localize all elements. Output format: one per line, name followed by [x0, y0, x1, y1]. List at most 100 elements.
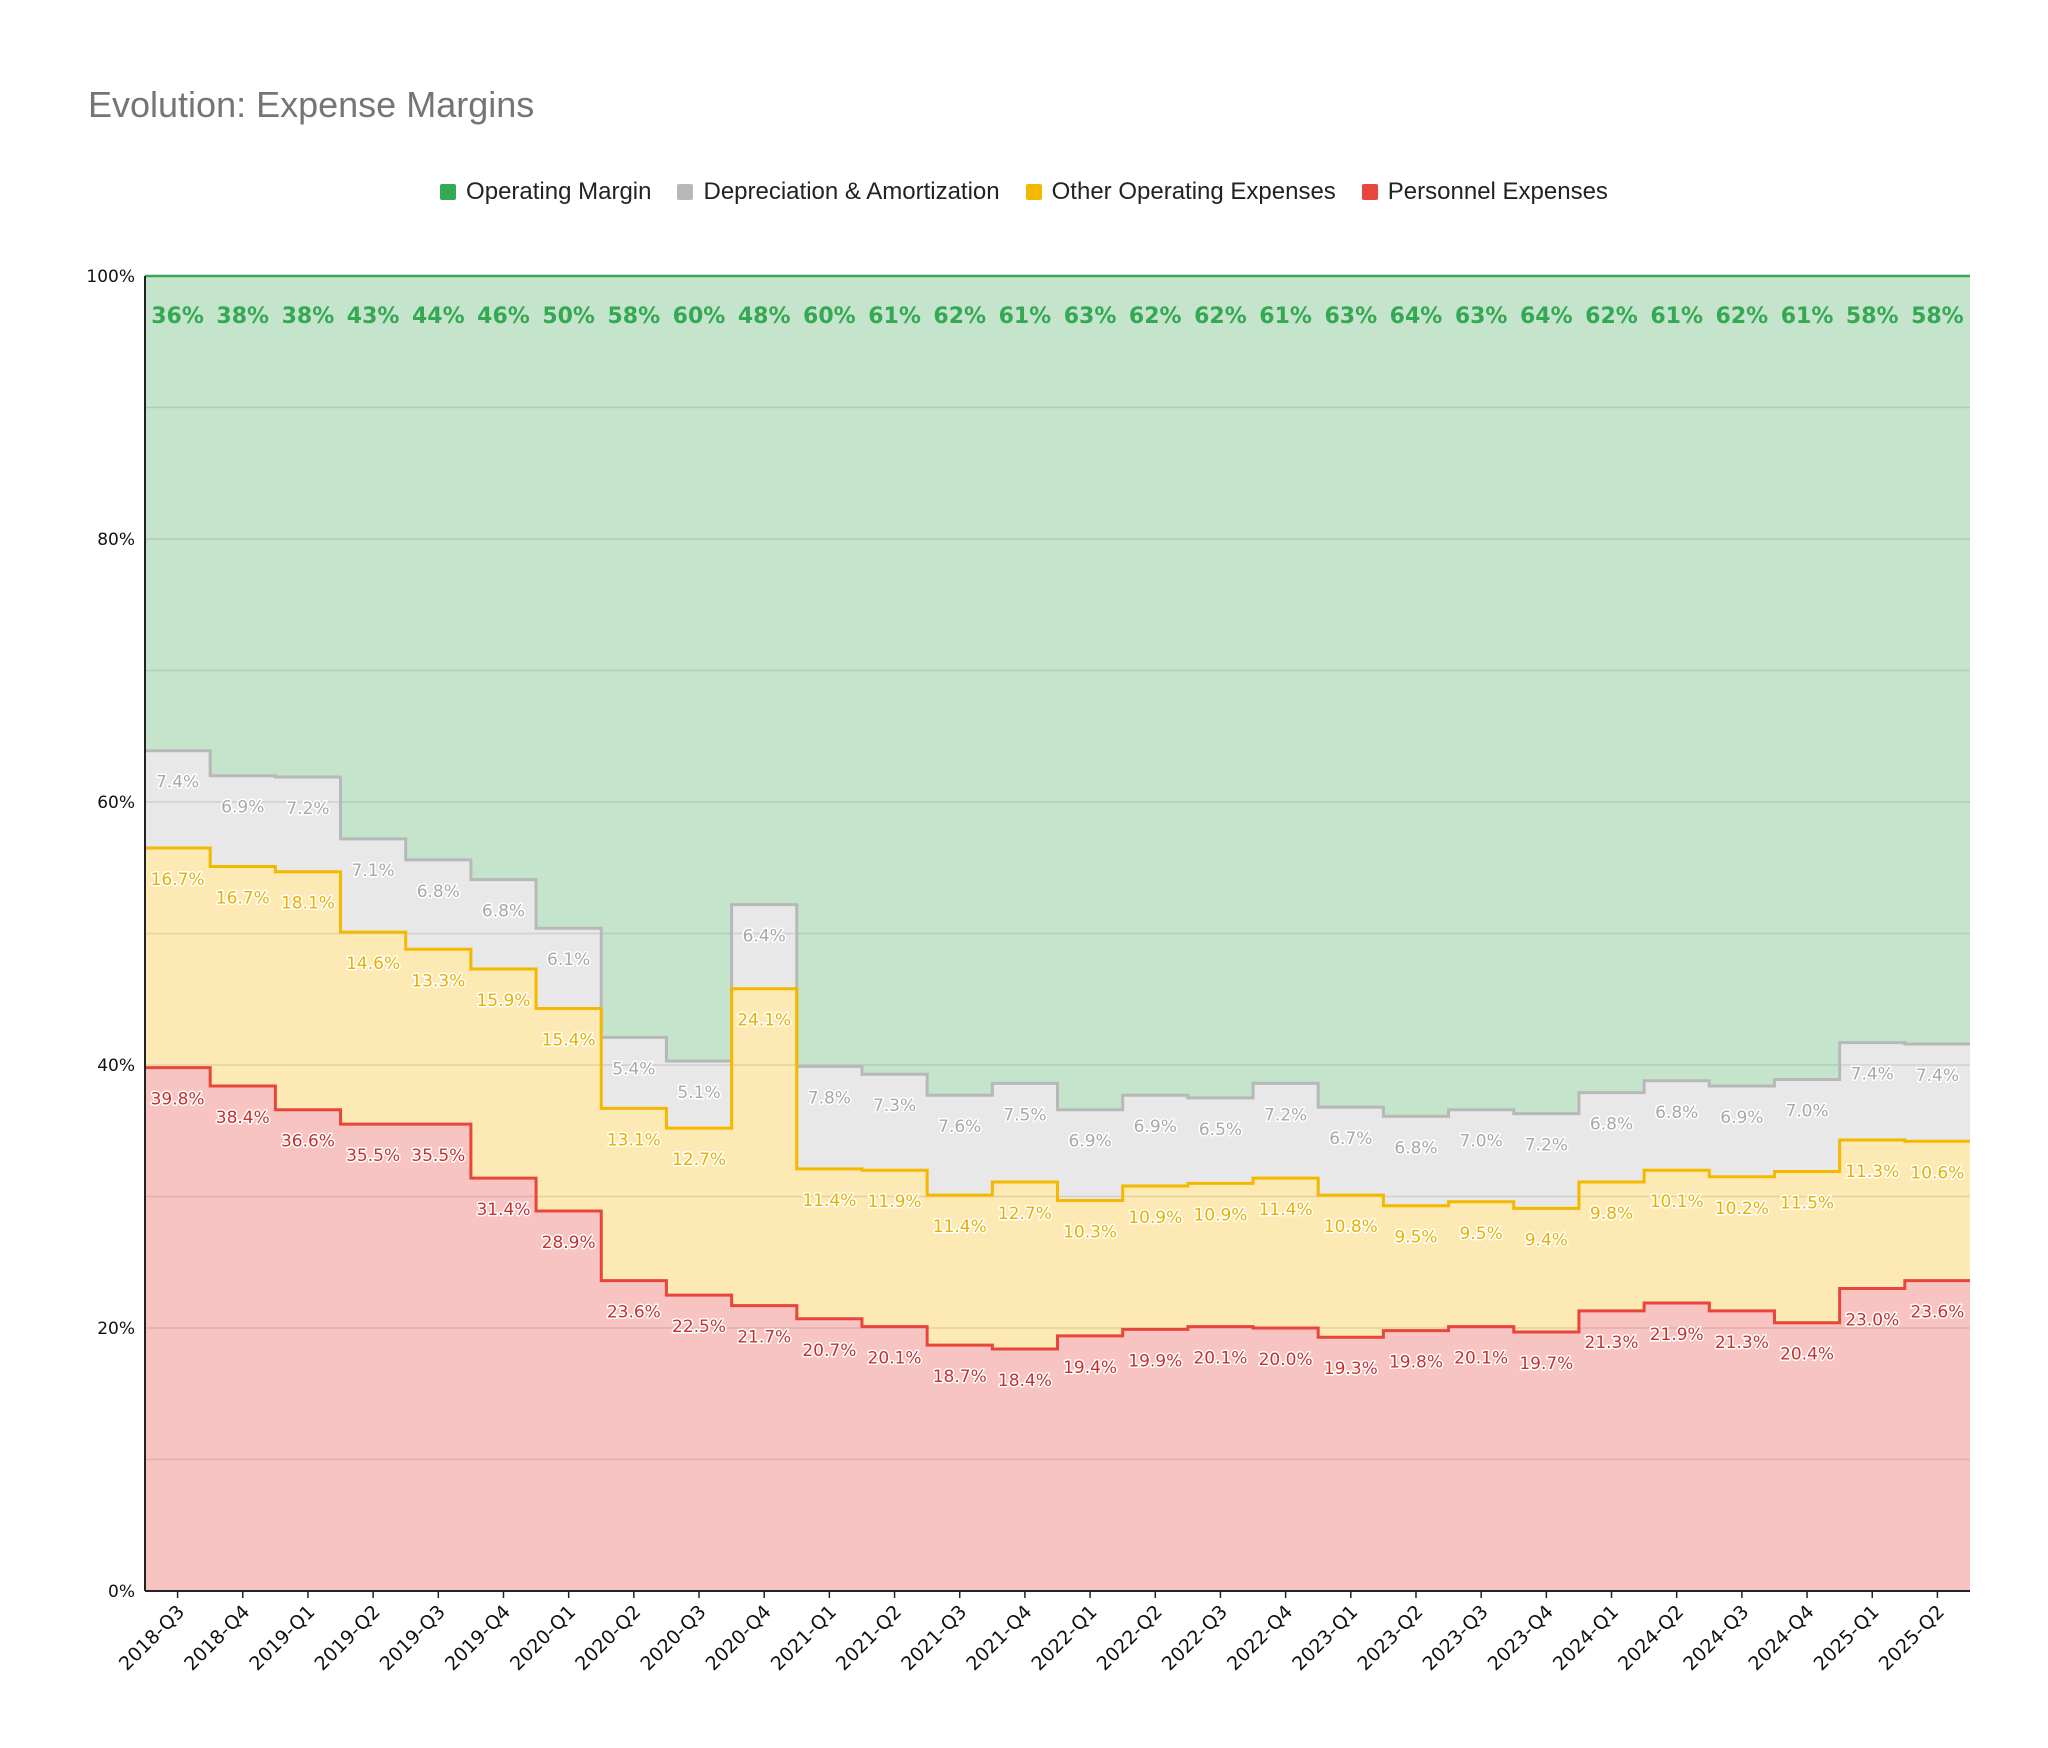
operating-margin-area	[145, 276, 1970, 1117]
other-opex-data-label: 10.1%	[1650, 1192, 1704, 1212]
x-tick-label: 2021-Q4	[962, 1601, 1036, 1675]
x-tick-label: 2022-Q2	[1093, 1601, 1167, 1675]
personnel-data-label: 22.5%	[672, 1317, 726, 1337]
personnel-line	[145, 1066, 1970, 1351]
personnel-data-label: 20.4%	[1780, 1345, 1834, 1365]
y-tick-label: 40%	[97, 1056, 135, 1076]
x-tick-label: 2020-Q2	[571, 1601, 645, 1675]
operating-margin-data-label: 63%	[1064, 304, 1117, 329]
legend-swatch	[440, 184, 457, 200]
depreciation-data-label: 7.1%	[352, 861, 395, 881]
operating-margin-data-label: 48%	[738, 304, 791, 329]
depreciation-data-label: 7.2%	[286, 799, 329, 819]
other-opex-data-label: 18.1%	[281, 894, 335, 914]
other-opex-data-label: 10.9%	[1193, 1205, 1247, 1225]
depreciation-data-label: 6.9%	[1068, 1132, 1111, 1152]
operating-margin-data-label: 61%	[1650, 304, 1703, 329]
x-tick-label: 2025-Q1	[1810, 1601, 1884, 1675]
other-opex-data-label: 11.5%	[1780, 1194, 1834, 1214]
x-tick-label: 2022-Q3	[1158, 1601, 1232, 1675]
depreciation-data-label: 7.2%	[1264, 1105, 1307, 1125]
depreciation-data-label: 7.4%	[1916, 1066, 1959, 1086]
x-tick-label: 2020-Q1	[506, 1601, 580, 1675]
operating-margin-data-label: 61%	[999, 304, 1052, 329]
legend-label: Personnel Expenses	[1387, 178, 1608, 205]
personnel-data-label: 23.0%	[1845, 1311, 1899, 1331]
operating-margin-data-label: 64%	[1390, 304, 1443, 329]
x-tick-label: 2019-Q2	[310, 1601, 384, 1675]
other-opex-data-label: 14.6%	[346, 954, 400, 974]
legend-item: Personnel Expenses	[1361, 178, 1608, 206]
personnel-data-label: 19.8%	[1389, 1353, 1443, 1373]
chart-title: Evolution: Expense Margins	[88, 84, 535, 125]
depreciation-data-label: 6.7%	[1329, 1129, 1372, 1149]
operating-margin-data-label: 58%	[1846, 304, 1899, 329]
other-opex-data-label: 15.9%	[476, 991, 530, 1011]
operating-margin-data-label: 46%	[477, 304, 530, 329]
y-tick-label: 20%	[97, 1319, 135, 1339]
x-tick-label: 2020-Q3	[636, 1601, 710, 1675]
personnel-data-label: 20.1%	[1454, 1349, 1508, 1369]
other-opex-data-label: 13.3%	[411, 971, 465, 991]
operating-margin-data-label: 36%	[151, 304, 204, 329]
other-opex-data-label: 11.3%	[1845, 1162, 1899, 1182]
operating-margin-data-label: 38%	[282, 304, 335, 329]
other-opex-data-label: 9.5%	[1460, 1224, 1503, 1244]
personnel-data-label: 20.0%	[1259, 1350, 1313, 1370]
personnel-data-label: 20.1%	[868, 1349, 922, 1369]
other-opex-data-label: 11.4%	[802, 1191, 856, 1211]
legend-label: Operating Margin	[466, 178, 652, 205]
operating-margin-data-label: 60%	[673, 304, 726, 329]
depreciation-data-label: 7.4%	[156, 773, 199, 793]
depreciation-data-label: 5.4%	[612, 1059, 655, 1079]
depreciation-data-label: 7.6%	[938, 1117, 981, 1137]
x-tick-label: 2021-Q1	[767, 1601, 841, 1675]
other-opex-data-label: 12.7%	[672, 1150, 726, 1170]
other-opex-data-label: 10.9%	[1128, 1208, 1182, 1228]
operating-margin-data-label: 62%	[1716, 304, 1769, 329]
operating-margin-data-label: 62%	[933, 304, 986, 329]
x-tick-label: 2025-Q2	[1875, 1601, 1949, 1675]
chart-legend: Operating Margin Depreciation & Amortizat…	[0, 178, 2048, 206]
x-tick-label: 2019-Q3	[376, 1601, 450, 1675]
x-tick-label: 2023-Q4	[1484, 1601, 1558, 1675]
y-tick-label: 100%	[86, 267, 135, 287]
other-opex-data-label: 10.8%	[1324, 1217, 1378, 1237]
operating-margin-data-label: 44%	[412, 304, 465, 329]
depreciation-line	[145, 749, 1970, 1118]
operating-margin-data-label: 50%	[542, 304, 595, 329]
legend-swatch	[1361, 184, 1378, 200]
other-opex-line	[145, 846, 1970, 1210]
other-opex-data-label: 9.5%	[1394, 1228, 1437, 1248]
personnel-data-label: 21.3%	[1585, 1333, 1639, 1353]
operating-margin-data-label: 63%	[1455, 304, 1508, 329]
x-tick-label: 2024-Q2	[1614, 1601, 1688, 1675]
depreciation-data-label: 7.3%	[873, 1096, 916, 1116]
depreciation-data-label: 6.9%	[1134, 1117, 1177, 1137]
other-opex-data-label: 24.1%	[737, 1011, 791, 1031]
x-tick-label: 2020-Q4	[702, 1601, 776, 1675]
depreciation-data-label: 6.1%	[547, 950, 590, 970]
personnel-data-label: 36.6%	[281, 1132, 335, 1152]
depreciation-data-label: 6.5%	[1199, 1120, 1242, 1140]
operating-margin-data-label: 58%	[608, 304, 661, 329]
personnel-data-label: 38.4%	[216, 1108, 270, 1128]
depreciation-data-label: 5.1%	[677, 1083, 720, 1103]
operating-margin-data-label: 38%	[216, 304, 269, 329]
depreciation-data-label: 6.9%	[221, 798, 264, 818]
personnel-data-label: 21.7%	[737, 1328, 791, 1348]
depreciation-data-label: 7.5%	[1003, 1105, 1046, 1125]
legend-swatch	[1025, 184, 1042, 200]
personnel-data-label: 18.4%	[998, 1371, 1052, 1391]
depreciation-data-label: 7.0%	[1460, 1132, 1503, 1152]
legend-item: Other Operating Expenses	[1025, 178, 1336, 206]
other-opex-data-label: 16.7%	[216, 888, 270, 908]
depreciation-data-label: 6.8%	[482, 902, 525, 922]
y-tick-label: 0%	[108, 1582, 135, 1602]
x-tick-label: 2023-Q3	[1418, 1601, 1492, 1675]
depreciation-data-label: 6.4%	[743, 927, 786, 947]
depreciation-data-label: 6.9%	[1720, 1108, 1763, 1128]
personnel-data-label: 20.7%	[802, 1341, 856, 1361]
operating-margin-data-label: 60%	[803, 304, 856, 329]
